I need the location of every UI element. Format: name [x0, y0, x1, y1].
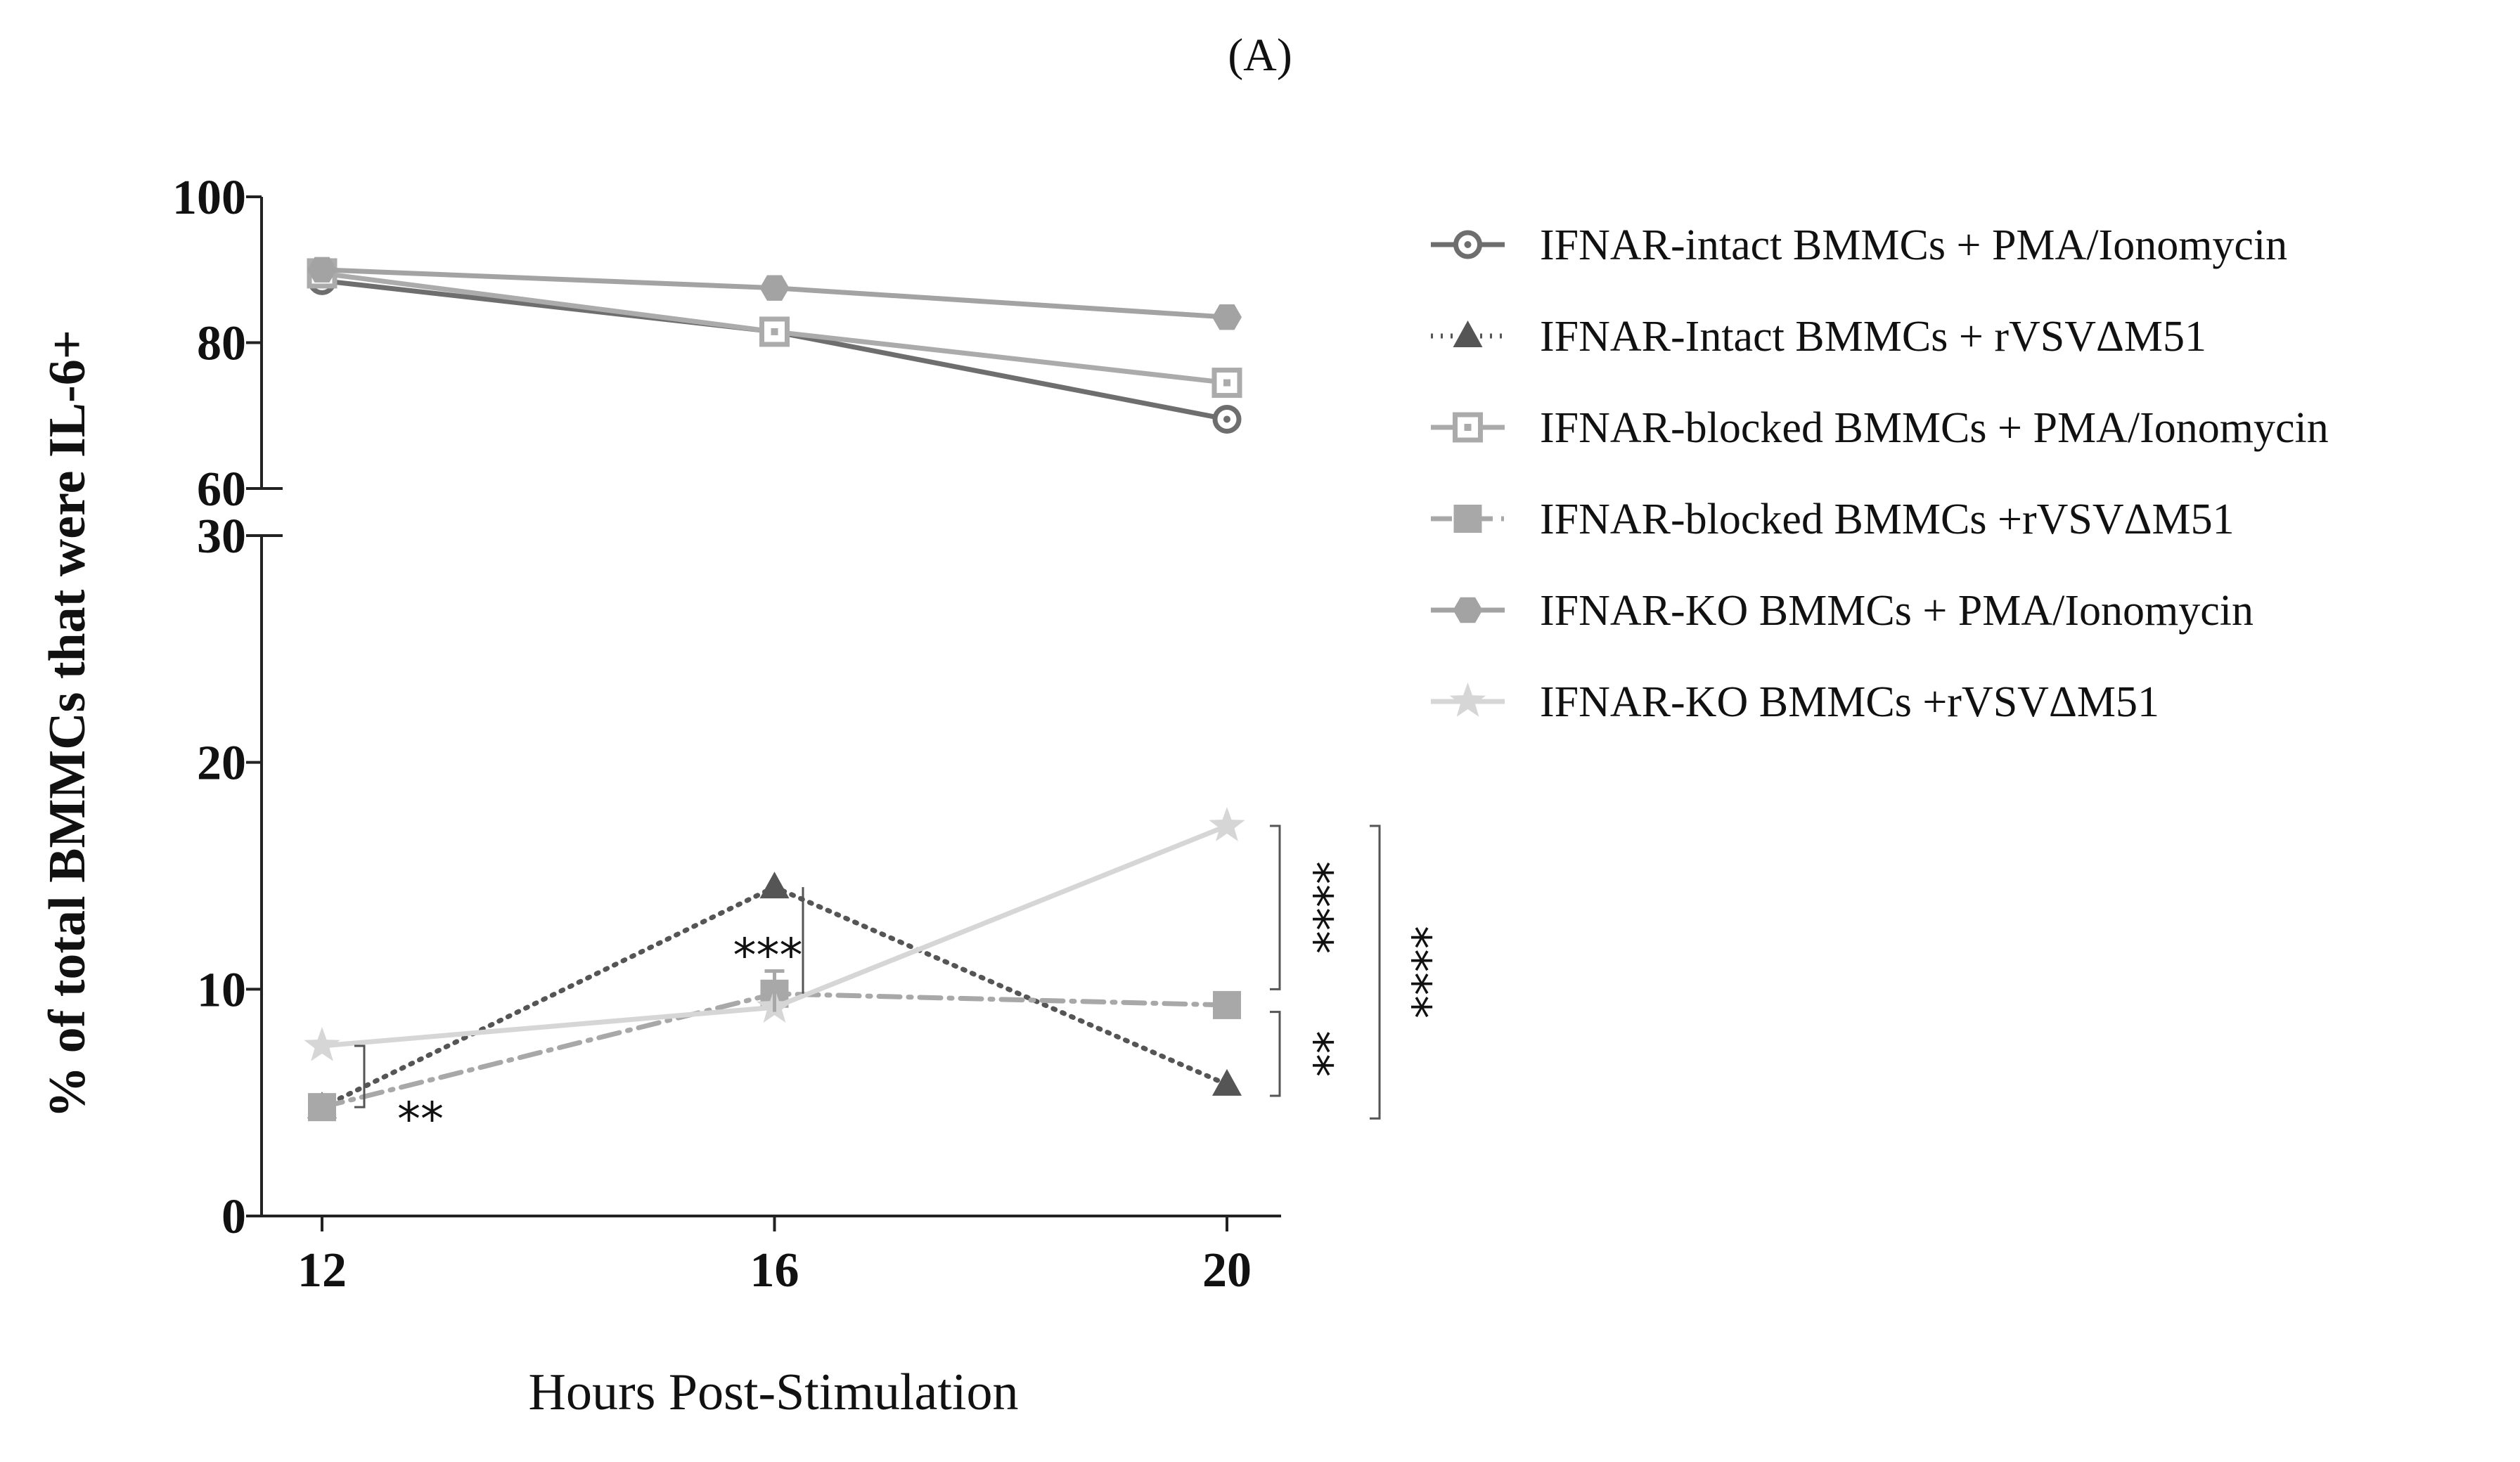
- bracket-20h-lower: [1270, 1011, 1281, 1097]
- legend-item: IFNAR-KO BMMCs + PMA/Ionomycin: [1431, 587, 2254, 635]
- legend-item: IFNAR-KO BMMCs +rVSVΔM51: [1431, 678, 2159, 726]
- legend-label: IFNAR-blocked BMMCs + PMA/Ionomycin: [1540, 404, 2329, 452]
- legend-marker: [1453, 505, 1482, 533]
- legend-label: IFNAR-Intact BMMCs + rVSVΔM51: [1540, 313, 2206, 361]
- series-1-point-dot: [1223, 415, 1230, 423]
- y-ticks: 60 80 100 0 10 20 30: [172, 171, 262, 1244]
- series-4-point: [308, 1093, 336, 1122]
- legend-item: IFNAR-intact BMMCs + PMA/Ionomycin: [1431, 221, 2287, 269]
- x-tick-label: 16: [750, 1243, 799, 1298]
- legend-label: IFNAR-KO BMMCs + PMA/Ionomycin: [1540, 587, 2254, 635]
- series-3-point-dot: [1223, 379, 1230, 387]
- series-2-point: [759, 872, 790, 899]
- series-5-point: [759, 275, 790, 301]
- bracket-12h: [354, 1044, 366, 1108]
- series-5: [307, 257, 1242, 330]
- legend: IFNAR-intact BMMCs + PMA/Ionomycin IFNAR-…: [1431, 221, 2329, 726]
- bracket-20h-upper: [1270, 824, 1281, 990]
- legend-label: IFNAR-intact BMMCs + PMA/Ionomycin: [1540, 221, 2287, 269]
- series-3-point: [759, 316, 790, 347]
- bracket-20h-outer: [1370, 824, 1381, 1120]
- y-tick-label: 30: [197, 510, 246, 564]
- series-5-point: [307, 257, 337, 283]
- legend-marker: [1453, 412, 1483, 443]
- sig-label-20h-outer: ****: [1387, 926, 1441, 1018]
- y-tick-label: 0: [221, 1190, 246, 1244]
- x-tick-label: 20: [1202, 1243, 1252, 1298]
- y-tick-label: 60: [197, 462, 246, 517]
- x-axis-label: Hours Post-Stimulation: [529, 1364, 1019, 1421]
- legend-marker: [1453, 230, 1482, 259]
- sig-label-20h-lower: **: [1288, 1030, 1342, 1077]
- legend-marker: [1449, 683, 1486, 717]
- series-6-point: [304, 1027, 340, 1061]
- y-tick-label: 10: [197, 963, 246, 1017]
- series-3-point-box: [1211, 368, 1242, 399]
- sig-label-20h-upper: ****: [1288, 861, 1342, 954]
- legend-marker: [1453, 321, 1483, 347]
- legend-marker: [1453, 597, 1483, 623]
- legend-item: IFNAR-blocked BMMCs +rVSVΔM51: [1431, 496, 2235, 543]
- series-3-point: [1211, 368, 1242, 399]
- error-bar: [764, 969, 785, 1012]
- series-3-point-dot: [771, 328, 778, 335]
- series-2-point: [1212, 1068, 1242, 1096]
- series-5-point: [1212, 304, 1242, 330]
- legend-label: IFNAR-blocked BMMCs +rVSVΔM51: [1540, 496, 2235, 543]
- sig-label-12h: **: [397, 1092, 444, 1146]
- legend-label: IFNAR-KO BMMCs +rVSVΔM51: [1540, 678, 2159, 726]
- series-layer: [304, 257, 1245, 1122]
- y-axis-label: % of total BMMCs that were IL-6+: [39, 330, 96, 1118]
- series-4-point: [1213, 990, 1241, 1019]
- series-1-point: [1212, 404, 1242, 434]
- x-ticks: 12 16 20: [297, 1216, 1252, 1298]
- y-tick-label: 100: [172, 171, 246, 225]
- annotation-layer: ***************: [354, 824, 1441, 1146]
- legend-item: IFNAR-blocked BMMCs + PMA/Ionomycin: [1431, 404, 2329, 452]
- legend-marker-dot: [1464, 424, 1472, 431]
- legend-item: IFNAR-Intact BMMCs + rVSVΔM51: [1431, 313, 2206, 361]
- series-6-point: [1209, 807, 1245, 841]
- sig-label-16h: ***: [733, 929, 803, 983]
- y-tick-label: 20: [197, 737, 246, 791]
- series-1-line: [319, 278, 1230, 422]
- x-tick-label: 12: [297, 1243, 347, 1298]
- legend-marker-dot: [1464, 241, 1472, 248]
- y-tick-label: 80: [197, 317, 246, 371]
- panel-label: (A): [1228, 30, 1292, 81]
